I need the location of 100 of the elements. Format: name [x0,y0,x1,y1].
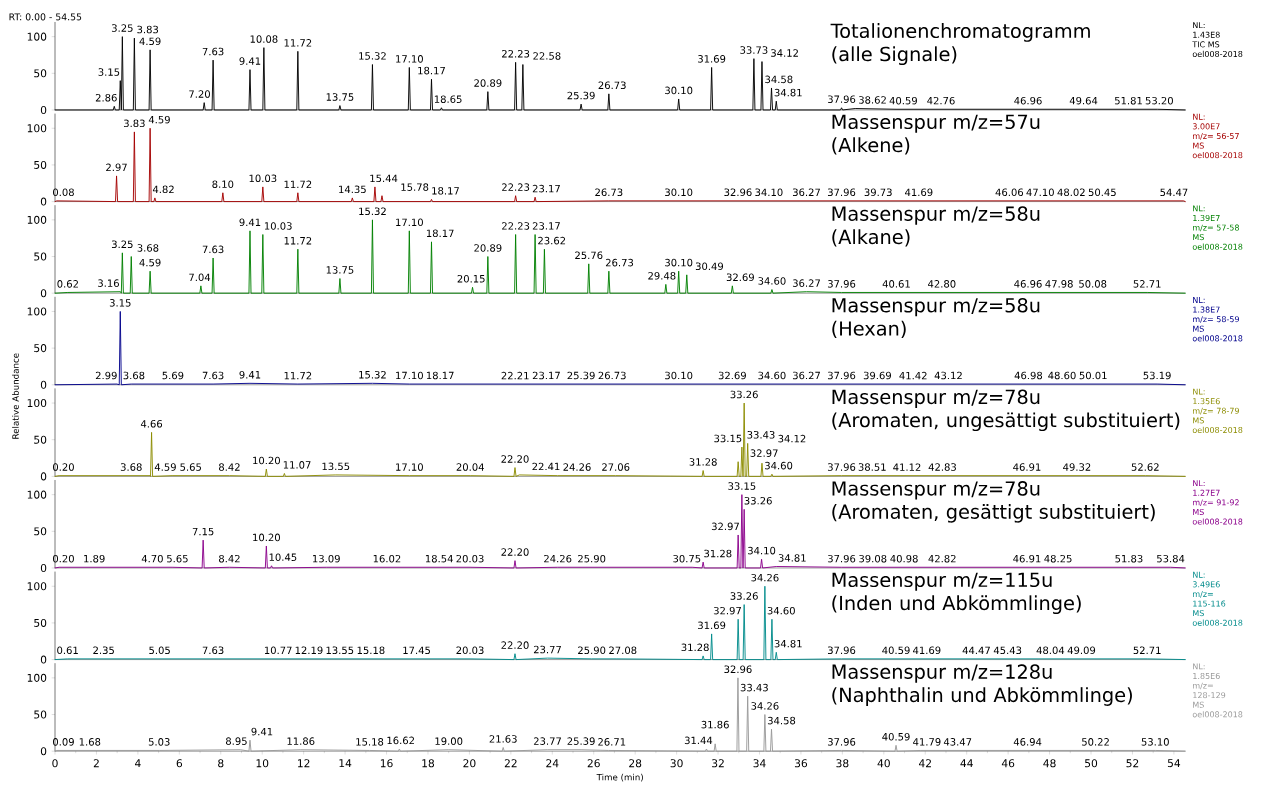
x-tick-label: 0 [52,759,58,768]
text: 115-116 [1193,600,1226,607]
annotation: 22.20 [501,641,529,649]
text: m/z= 91-92 [1193,499,1239,507]
text: oel008-2018 [1192,518,1243,525]
annotation: 4.82 [152,185,174,194]
text: 1.43E8 [1193,31,1220,38]
annotation: 3.15 [98,68,120,76]
y-tick-label: 100 [27,215,47,224]
x-tick-label: 44 [960,759,973,767]
text: (Alkane) [832,229,910,247]
chart-title: Massenspur m/z=58u [832,297,1040,317]
annotation: 48.60 [1048,371,1076,380]
x-axis-title: Time (min) [596,773,643,782]
text: oel008-2018 [1192,152,1243,159]
annotation: 32.96 [724,665,752,674]
annotation: 23.77 [533,645,561,654]
annotation: 44.47 [962,646,990,655]
chart-title: Massenspur m/z=78u [832,389,1040,408]
text: oel008-2018 [1192,711,1243,718]
annotation: 18.17 [418,66,445,75]
annotation: 3.16 [98,279,119,287]
annotation: 26.73 [605,258,634,267]
annotation: 40.59 [889,96,917,105]
annotation: 5.05 [149,646,170,655]
annotation: 34.58 [767,716,796,725]
annotation: 52.71 [1133,280,1161,288]
annotation: 39.69 [863,371,892,380]
annotation: 46.91 [1013,554,1041,563]
x-tick-label: 42 [918,759,931,768]
text: MS [1193,610,1204,617]
annotation: 34.60 [765,461,793,470]
annotation: 45.43 [993,646,1022,655]
x-tick-label: 4 [135,759,141,767]
x-tick-label: 32 [712,759,724,768]
annotation: 20.15 [457,274,485,283]
annotation: 5.65 [180,463,201,471]
annotation: 49.09 [1067,646,1096,655]
y-tick-label: 100 [27,124,47,133]
annotation: 50.45 [1088,188,1116,197]
annotation: 40.59 [882,732,910,741]
annotation: 1.68 [79,738,101,746]
text: (Inden und Abkömmlinge) [832,595,1081,615]
annotation: 20.03 [456,646,484,655]
annotation: 3.83 [137,25,159,34]
annotation: 20.89 [474,244,502,252]
annotation: 50.08 [1079,280,1107,288]
annotation: 33.26 [730,390,758,399]
annotation: 34.10 [748,546,776,555]
annotation: 33.15 [728,482,756,490]
x-tick-label: 14 [339,759,352,767]
annotation: 37.96 [827,95,856,103]
annotation: 30.10 [665,258,693,267]
text: oel008-2018 [1192,50,1243,57]
annotation: 0.20 [53,554,74,563]
annotation: 34.26 [751,702,779,710]
annotation: 14.35 [339,185,366,194]
y-tick-label: 0 [40,472,47,481]
annotation: 22.23 [502,222,530,230]
y-tick-label: 100 [27,582,47,591]
annotation: 46.06 [995,188,1024,197]
annotation: 16.62 [387,736,415,745]
annotation: 32.69 [726,273,754,282]
x-tick-label: 28 [629,759,642,768]
annotation: 2.86 [95,93,117,102]
annotation: 31.69 [698,55,726,63]
annotation: 15.78 [401,183,429,191]
annotation: 20.03 [456,554,484,563]
annotation: 42.82 [928,554,956,563]
annotation: 40.61 [882,280,910,288]
annotation: 40.59 [882,646,910,655]
annotation: 32.69 [718,371,746,380]
y-tick-label: 0 [40,563,47,573]
annotation: 0.62 [57,280,78,288]
annotation: 10.20 [253,533,280,542]
text: MS [1193,325,1204,332]
text: RT: 0.00 - 54.55 [9,13,82,21]
x-tick-label: 18 [422,759,435,768]
annotation: 0.61 [57,646,78,655]
text: (Aromaten, ungesättigt substituiert) [832,412,1180,432]
text: oel008-2018 [1192,335,1243,342]
annotation: 47.98 [1045,280,1073,288]
annotation: 34.60 [758,277,786,285]
text: 3.00E7 [1192,123,1220,130]
annotation: 32.97 [750,449,778,457]
annotation: 25.90 [578,646,606,655]
annotation: 4.59 [148,115,170,124]
annotation: 15.32 [359,52,386,60]
chart-title: Totalionenchromatogramm [830,23,1090,42]
annotation: 32.97 [711,522,739,531]
annotation: 30.49 [695,262,724,271]
text: m/z= [1193,682,1213,690]
y-tick-label: 0 [40,105,47,115]
text: (Naphthalin und Abkömmlinge) [832,687,1132,706]
chart-title: Massenspur m/z=58u [832,206,1040,225]
annotation: 22.20 [501,548,529,556]
x-tick-label: 16 [380,759,393,768]
annotation: 47.10 [1026,188,1054,197]
annotation: 22.58 [533,52,561,60]
x-tick-label: 40 [877,759,890,768]
